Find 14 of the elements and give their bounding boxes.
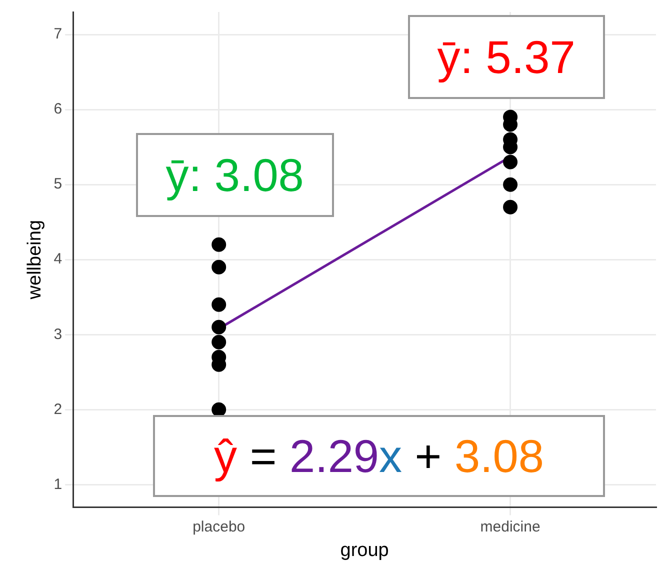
x-tick-label: medicine <box>480 518 540 536</box>
y-tick-label: 4 <box>54 250 62 268</box>
annotation: ȳ: 3.08 <box>136 132 334 217</box>
y-tick-label: 1 <box>54 476 62 493</box>
y-tick-label: 2 <box>54 400 62 418</box>
y-tick-label: 5 <box>54 176 62 193</box>
y-tick-label: 3 <box>54 326 62 343</box>
y-tick-label: 6 <box>54 100 62 118</box>
x-tick-label: placebo <box>192 518 246 536</box>
x-axis-title: group <box>340 540 389 561</box>
y-tick-label: 7 <box>54 26 62 43</box>
annotation: ŷ = 2.29x + 3.08 <box>214 430 544 482</box>
y-axis-title: wellbeing <box>24 220 46 300</box>
annotation: ȳ: 5.37 <box>408 14 605 99</box>
